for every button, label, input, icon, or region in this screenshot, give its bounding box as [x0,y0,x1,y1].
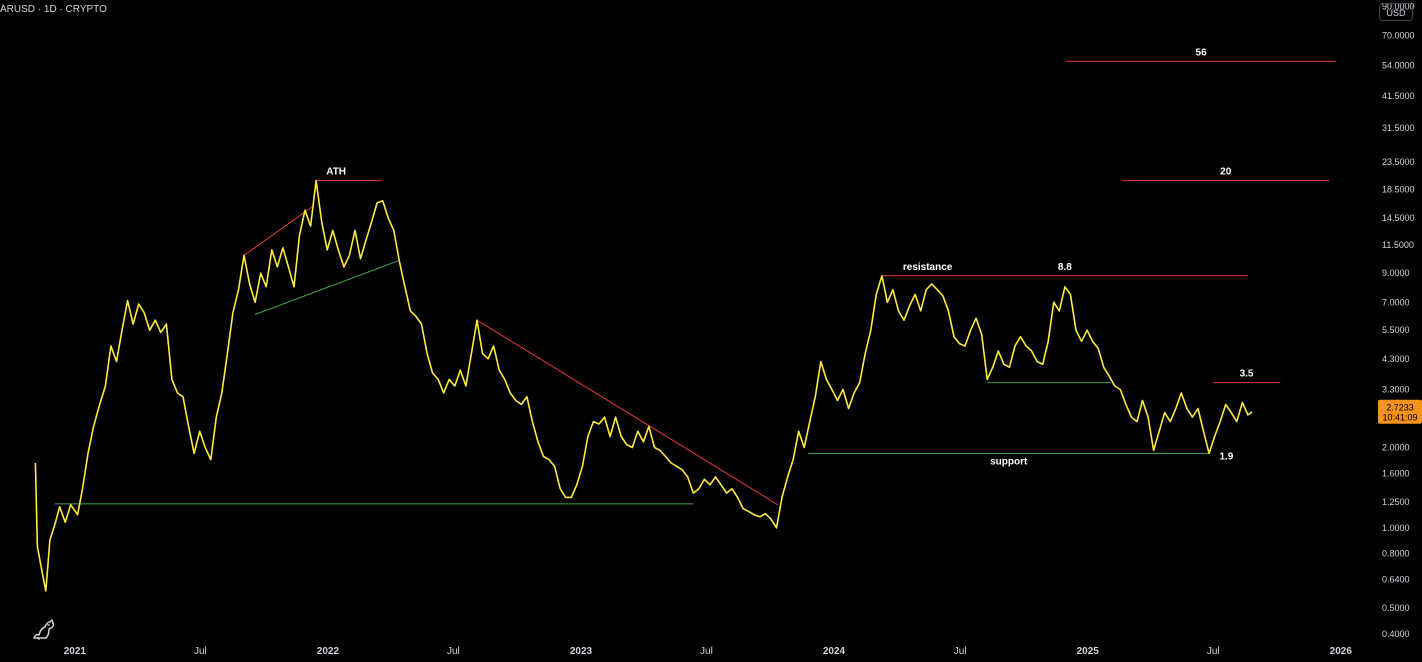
x-tick-label: 2023 [570,646,593,657]
y-tick-label: 1.6000 [1382,468,1410,478]
y-tick-label: 1.2500 [1382,497,1410,507]
annotation-label: 8.8 [1058,262,1072,273]
y-tick-label: 0.8000 [1382,549,1410,559]
last-price-badge-bg [1378,399,1422,424]
resistance-trendline [476,319,779,506]
y-tick-label: 70.0000 [1382,30,1415,40]
x-tick-label: Jul [954,646,967,657]
x-tick-label: Jul [447,646,460,657]
annotation-label: 1.9 [1219,451,1233,462]
y-tick-label: 0.4000 [1382,629,1410,639]
annotation-label: support [990,456,1028,467]
bar-countdown: 10:41:09 [1382,413,1417,423]
y-tick-label: 9.0000 [1382,268,1410,278]
annotation-label: 56 [1196,47,1208,58]
y-tick-label: 3.3000 [1382,384,1410,394]
x-tick-label: Jul [194,646,207,657]
y-tick-label: 0.5000 [1382,603,1410,613]
annotation-label: resistance [903,262,953,273]
tradingview-dino-logo-icon[interactable] [32,618,56,640]
x-tick-label: 2022 [317,646,340,657]
support-trendline [254,260,399,315]
y-tick-label: 0.6400 [1382,575,1410,585]
drawing-annotations [54,60,1336,506]
y-tick-label: 1.0000 [1382,523,1410,533]
y-tick-label: 54.0000 [1382,60,1415,70]
y-tick-label: 11.5000 [1382,240,1414,250]
price-axis[interactable]: 90.0000 70.0000 54.0000 41.5000 31.5000 23.50… [1382,1,1415,639]
x-tick-label: 2025 [1077,646,1100,657]
price-series-layer [34,179,1253,592]
y-tick-label: 5.5000 [1382,325,1410,335]
x-tick-label: 2021 [64,646,87,657]
y-tick-label: 14.5000 [1382,213,1415,223]
y-tick-label: 31.5000 [1382,123,1415,133]
y-tick-label: 41.5000 [1382,91,1415,101]
annotation-label: 3.5 [1240,369,1254,380]
y-tick-label: 4.3000 [1382,354,1410,364]
x-tick-label: Jul [1207,646,1220,657]
resistance-trendline [243,206,313,256]
y-tick-label: 90.0000 [1382,1,1415,11]
time-axis[interactable]: 2021 Jul 2022 Jul 2023 Jul 2024 Jul 2025 Jul 2026 [64,646,1353,657]
last-price-value: 2.7233 [1386,403,1414,413]
x-tick-label: 2026 [1330,646,1353,657]
y-tick-label: 23.5000 [1382,157,1415,167]
annotation-labels: ATH 56 20 8.8 3.5 support resistance 1.9 [326,47,1254,467]
annotation-label: ATH [326,167,346,178]
annotation-label: 20 [1220,167,1232,178]
currency-button[interactable]: USD [1379,3,1413,21]
x-tick-label: Jul [700,646,713,657]
symbol-title[interactable]: ARUSD · 1D · CRYPTO [0,4,107,15]
price-line [34,179,1253,592]
y-tick-label: 2.0000 [1382,443,1410,453]
y-tick-label: 18.5000 [1382,185,1415,195]
x-tick-label: 2024 [823,646,846,657]
y-tick-label: 7.0000 [1382,297,1410,307]
